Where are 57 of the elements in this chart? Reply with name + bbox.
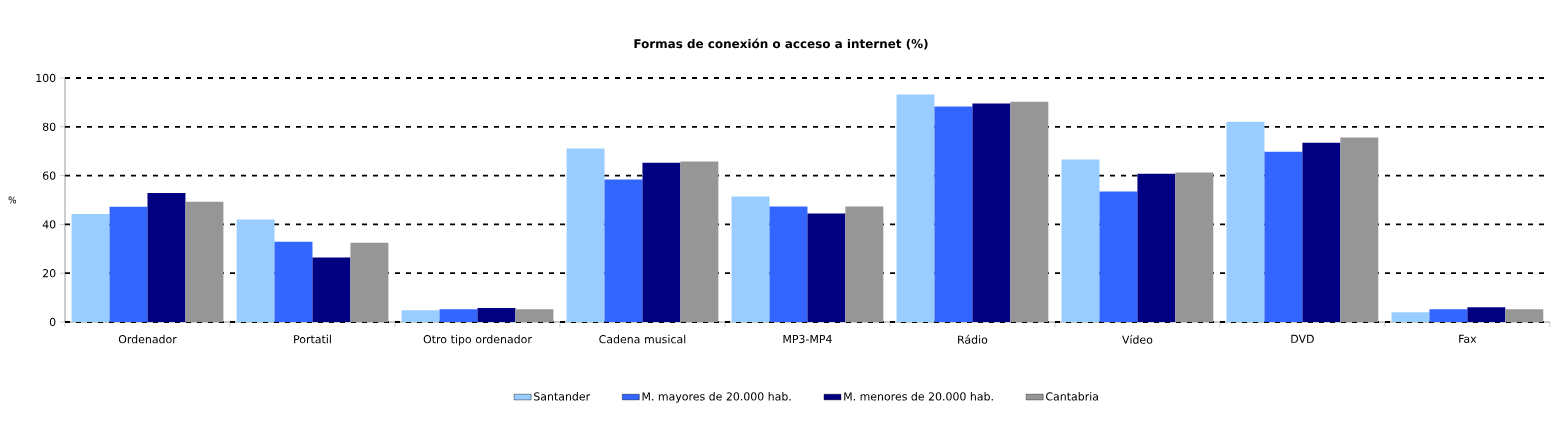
bar: [769, 206, 808, 322]
bar: [1175, 172, 1214, 322]
bar: [1429, 309, 1468, 322]
bar: [972, 103, 1011, 322]
bar: [71, 213, 110, 322]
bar: [515, 309, 554, 322]
x-tick-label: DVD: [1291, 334, 1314, 343]
legend-label: M. mayores de 20.000 hab.: [642, 392, 791, 403]
bar: [185, 201, 224, 322]
y-tick-label: 0: [49, 317, 56, 327]
chart-title: Formas de conexión o acceso a internet (%): [634, 38, 928, 50]
bar: [1061, 159, 1100, 322]
bar: [566, 148, 605, 322]
bar: [312, 257, 351, 322]
bar: [1099, 191, 1138, 322]
bar: [642, 162, 681, 322]
bar: [477, 308, 516, 322]
legend-label: M. menores de 20.000 hab.: [844, 392, 993, 401]
bar: [934, 106, 973, 322]
y-tick-label: 20: [43, 269, 56, 278]
bar: [1264, 151, 1303, 322]
bar: [1505, 309, 1544, 322]
x-tick-label: Rádio: [958, 334, 988, 344]
bar: [439, 309, 478, 322]
x-tick-label: Fax: [1459, 334, 1477, 343]
y-tick-label: 60: [42, 171, 56, 180]
bar: [236, 219, 275, 322]
bar: [109, 206, 148, 322]
bar: [1467, 307, 1506, 322]
x-tick-label: Portatil: [294, 334, 331, 344]
bar: [1226, 121, 1265, 322]
bar: [274, 241, 313, 322]
x-tick-label: Vídeo: [1122, 334, 1153, 344]
bar: [147, 192, 186, 322]
y-axis-title: %: [8, 196, 17, 204]
bar: [1302, 142, 1341, 322]
y-tick-label: 80: [42, 122, 56, 131]
bar: [731, 196, 770, 322]
y-tick-label: 100: [36, 73, 56, 83]
x-tick-label: Otro tipo ordenador: [423, 334, 532, 346]
bar: [896, 94, 935, 322]
bar: [401, 310, 440, 322]
y-tick-label: 40: [42, 220, 56, 229]
bar: [680, 161, 719, 322]
bar: [1340, 137, 1379, 322]
legend-label: Santander: [534, 392, 591, 401]
bar: [845, 206, 884, 322]
bar: [604, 179, 643, 322]
bar: [807, 213, 846, 322]
bar: [350, 242, 389, 322]
x-tick-label: Ordenador: [118, 334, 177, 344]
bar: [1010, 101, 1049, 322]
bar: [1391, 312, 1430, 322]
x-tick-label: Cadena musical: [599, 334, 686, 344]
legend-label: Cantabria: [1046, 392, 1098, 401]
x-tick-label: MP3-MP4: [783, 334, 832, 344]
bar: [1137, 173, 1176, 322]
